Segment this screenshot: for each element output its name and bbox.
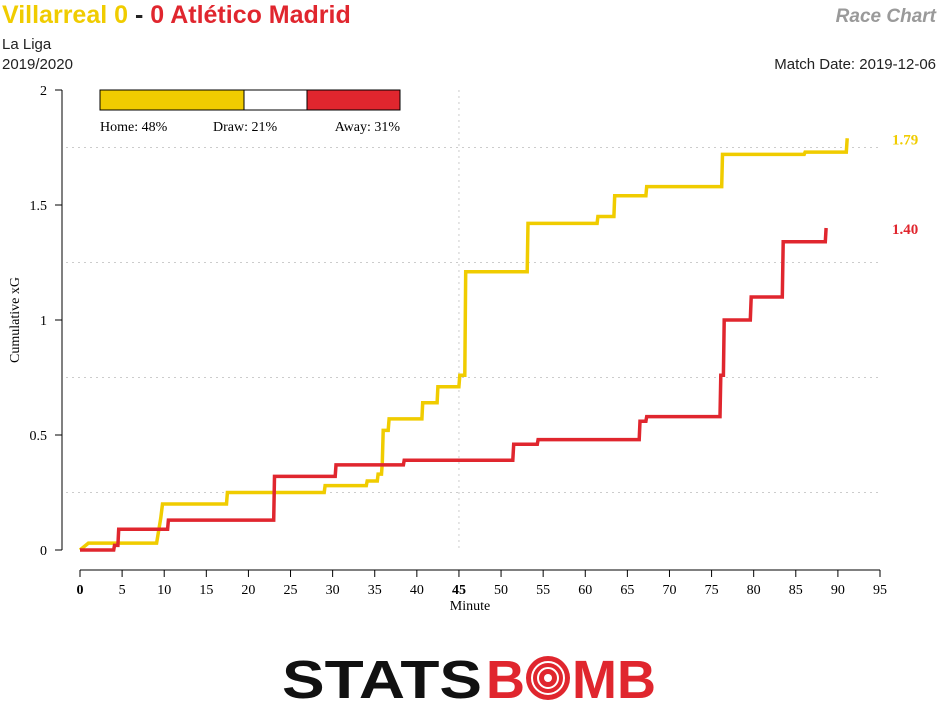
competition-label: La Liga — [2, 36, 52, 53]
x-tick-label: 65 — [620, 583, 634, 598]
x-tick-label: 50 — [494, 583, 508, 598]
away-xg-total-label: 1.40 — [892, 222, 918, 238]
logo-text-b: B — [486, 652, 525, 710]
x-tick-label: 55 — [536, 583, 550, 598]
draw-probability-label: Draw: 21% — [213, 120, 277, 135]
win-probability-bar: Home: 48% Draw: 21% Away: 31% — [99, 89, 401, 135]
y-tick-label: 0.5 — [30, 429, 48, 444]
x-axis-title: Minute — [450, 599, 490, 614]
logo-target-icon — [526, 656, 570, 700]
home-probability-label: Home: 48% — [100, 120, 168, 135]
x-tick-label: 5 — [119, 583, 126, 598]
score-separator: - — [134, 1, 144, 29]
x-tick-label: 0 — [77, 583, 84, 598]
logo-text-stats: STATS — [282, 652, 482, 710]
home-xg-total-label: 1.79 — [892, 132, 918, 148]
x-tick-label: 85 — [789, 583, 803, 598]
match-title: Villarreal 0 - 0 Atlético Madrid — [2, 1, 351, 30]
home-team-score: Villarreal 0 — [2, 1, 129, 29]
x-tick-label: 95 — [873, 583, 887, 598]
y-tick-label: 0 — [40, 544, 47, 559]
home-xg-line — [78, 138, 849, 552]
away-probability-segment — [306, 89, 401, 111]
y-tick-label: 2 — [40, 84, 47, 99]
grid-lines — [66, 90, 880, 550]
y-tick-label: 1.5 — [30, 199, 48, 214]
away-probability-label: Away: 31% — [335, 120, 401, 135]
home-probability-segment — [99, 89, 245, 111]
away-xg-line — [80, 227, 828, 552]
season-label: 2019/2020 — [2, 56, 73, 73]
x-tick-label: 70 — [662, 583, 676, 598]
x-tick-label: 80 — [747, 583, 761, 598]
statsbomb-logo: STATS B MB — [282, 652, 656, 710]
chart-axes: 00.511.520 5 10 15 20 25 30 35 40 45 50 55 60 65 70 75 8… — [30, 84, 888, 598]
x-tick-label: 15 — [199, 583, 213, 598]
match-date-label: Match Date: 2019-12-06 — [774, 56, 936, 73]
x-tick-label: 30 — [326, 583, 340, 598]
x-tick-label: 10 — [157, 583, 171, 598]
logo-text-mb: MB — [572, 652, 656, 710]
x-tick-label: 35 — [368, 583, 382, 598]
race-chart: 00.511.520 5 10 15 20 25 30 35 40 45 50 55 60 65 70 75 8… — [8, 84, 918, 614]
x-tick-label: 45 — [452, 583, 466, 598]
x-tick-label: 25 — [284, 583, 298, 598]
xg-series: 1.79 1.40 — [78, 132, 918, 552]
x-tick-label: 40 — [410, 583, 424, 598]
away-team-score: 0 Atlético Madrid — [150, 1, 351, 29]
x-tick-label: 75 — [705, 583, 719, 598]
draw-probability-segment — [243, 89, 308, 111]
y-axis-title: Cumulative xG — [8, 277, 23, 363]
x-tick-label: 20 — [241, 583, 255, 598]
chart-name: Race Chart — [835, 6, 936, 27]
x-tick-label: 90 — [831, 583, 845, 598]
x-tick-label: 60 — [578, 583, 592, 598]
y-tick-label: 1 — [40, 314, 47, 329]
